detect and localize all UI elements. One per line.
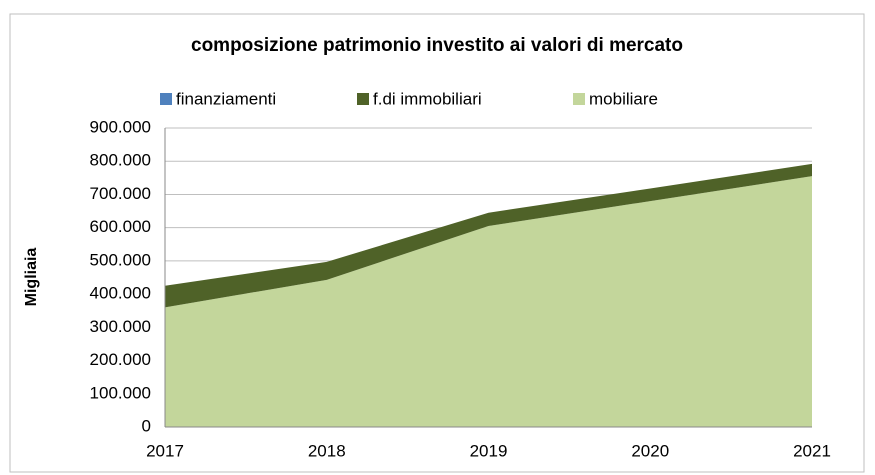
x-tick-label: 2019 xyxy=(470,441,508,460)
y-tick-label: 900.000 xyxy=(90,117,151,136)
x-tick-label: 2020 xyxy=(631,441,669,460)
x-tick-label: 2018 xyxy=(308,441,346,460)
y-tick-label: 400.000 xyxy=(90,284,151,303)
y-tick-label: 100.000 xyxy=(90,383,151,402)
chart-title: composizione patrimonio investito ai val… xyxy=(191,35,683,56)
y-tick-label: 300.000 xyxy=(90,317,151,336)
legend-swatch xyxy=(160,93,172,105)
y-tick-label: 600.000 xyxy=(90,217,151,236)
legend-label: f.di immobiliari xyxy=(373,89,482,108)
legend-swatch xyxy=(573,93,585,105)
area xyxy=(165,176,812,427)
y-axis-label: Migliaia xyxy=(23,248,40,307)
y-tick-label: 200.000 xyxy=(90,350,151,369)
x-tick-label: 2021 xyxy=(793,441,831,460)
y-tick-label: 500.000 xyxy=(90,250,151,269)
y-tick-label: 0 xyxy=(142,416,151,435)
legend-label: mobiliare xyxy=(589,89,658,108)
y-tick-label: 700.000 xyxy=(90,184,151,203)
legend-label: finanziamenti xyxy=(176,89,276,108)
x-tick-label: 2017 xyxy=(146,441,184,460)
area xyxy=(165,163,812,308)
legend-swatch xyxy=(357,93,369,105)
y-tick-label: 800.000 xyxy=(90,151,151,170)
